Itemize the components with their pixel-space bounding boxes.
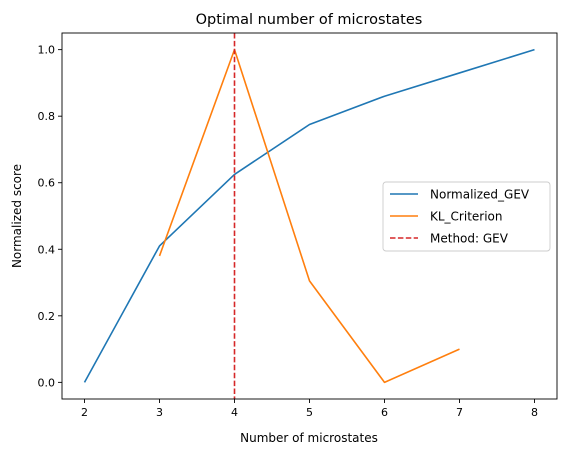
x-tick-label: 2 (81, 406, 88, 419)
y-tick-label: 0.4 (38, 243, 56, 256)
x-tick-label: 3 (156, 406, 163, 419)
y-tick-label: 0.2 (38, 310, 56, 323)
chart-title: Optimal number of microstates (196, 12, 423, 28)
y-tick-label: 0.0 (38, 376, 56, 389)
y-tick-label: 1.0 (38, 44, 56, 57)
x-tick-label: 6 (381, 406, 388, 419)
legend-label-normalized-gev: Normalized_GEV (430, 188, 530, 202)
legend-label-kl-criterion: KL_Criterion (430, 210, 503, 224)
x-tick-label: 5 (306, 406, 313, 419)
plot-lines (83, 33, 535, 399)
legend: Normalized_GEV KL_Criterion Method: GEV (382, 181, 551, 252)
y-axis-ticks: 0.0 0.2 0.4 0.6 0.8 1.0 (38, 44, 62, 389)
x-axis-ticks: 2 3 4 5 6 7 8 (81, 399, 538, 419)
x-tick-label: 7 (456, 406, 463, 419)
series-line-kl-criterion (158, 48, 460, 384)
y-tick-label: 0.6 (38, 177, 56, 190)
y-axis-label: Normalized score (10, 164, 24, 268)
y-tick-label: 0.8 (38, 110, 56, 123)
series-line-normalized-gev (83, 48, 535, 383)
x-tick-label: 4 (231, 406, 238, 419)
legend-box (382, 181, 551, 252)
x-tick-label: 8 (531, 406, 538, 419)
legend-label-method-gev: Method: GEV (430, 232, 509, 246)
x-axis-label: Number of microstates (240, 431, 378, 445)
